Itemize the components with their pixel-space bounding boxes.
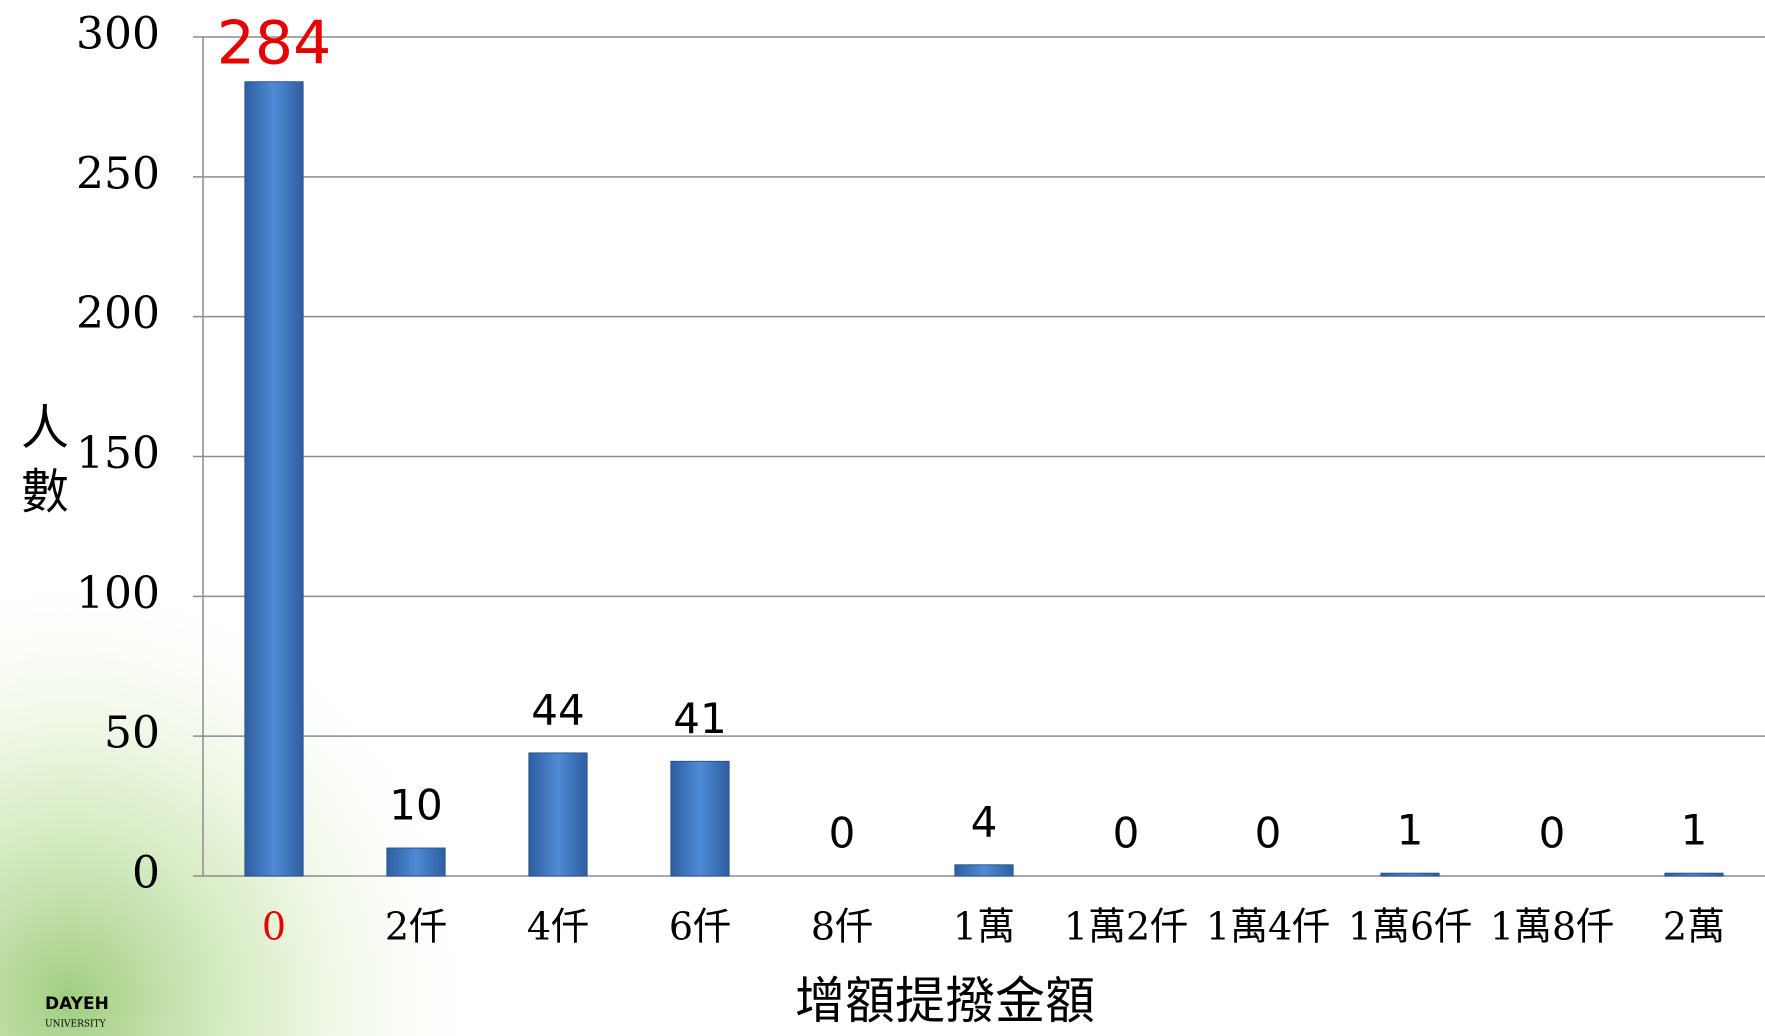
- x-tick-label: 2仟: [385, 905, 447, 949]
- value-label: 0: [1539, 809, 1566, 858]
- x-tick-label: 1萬4仟: [1206, 905, 1330, 949]
- bar: [386, 847, 446, 877]
- y-tick-label: 50: [104, 708, 160, 759]
- x-tick-label: 0: [262, 905, 286, 949]
- x-tick-label: 2萬: [1663, 905, 1725, 949]
- bar: [1664, 872, 1724, 877]
- logo-sub: UNIVERSITY: [45, 1020, 107, 1030]
- logo: DAYEH: [45, 994, 109, 1014]
- y-tick-label: 300: [76, 9, 160, 60]
- y-tick-label: 0: [132, 848, 160, 899]
- x-tick-label: 1萬6仟: [1348, 905, 1472, 949]
- y-axis-title: 人數: [21, 400, 69, 520]
- x-tick-label: 6仟: [669, 905, 731, 949]
- value-label: 0: [829, 809, 856, 858]
- value-label: 10: [389, 781, 442, 830]
- x-tick-label: 1萬2仟: [1064, 905, 1188, 949]
- value-label: 1: [1397, 806, 1424, 855]
- value-label: 1: [1681, 806, 1708, 855]
- value-label: 4: [971, 797, 998, 846]
- bar: [954, 864, 1014, 877]
- x-tick-label: 1萬8仟: [1490, 905, 1614, 949]
- x-tick-label: 8仟: [811, 905, 873, 949]
- y-tick-label: 250: [76, 148, 160, 199]
- bar: [244, 81, 304, 877]
- bar: [1380, 872, 1440, 877]
- y-tick-label: 200: [76, 288, 160, 339]
- value-label: 41: [673, 694, 726, 743]
- y-tick-label: 100: [76, 568, 160, 619]
- x-tick-label: 4仟: [527, 905, 589, 949]
- value-label: 0: [1113, 809, 1140, 858]
- value-label: 0: [1255, 809, 1282, 858]
- bar: [670, 760, 730, 877]
- bar: [528, 752, 588, 877]
- background-decoration: [0, 300, 700, 1036]
- value-label: 44: [531, 685, 584, 734]
- value-label: 284: [217, 8, 332, 78]
- x-axis-title: 增額提撥金額: [795, 972, 1095, 1030]
- x-tick-label: 1萬: [953, 905, 1015, 949]
- y-tick-label: 150: [76, 428, 160, 479]
